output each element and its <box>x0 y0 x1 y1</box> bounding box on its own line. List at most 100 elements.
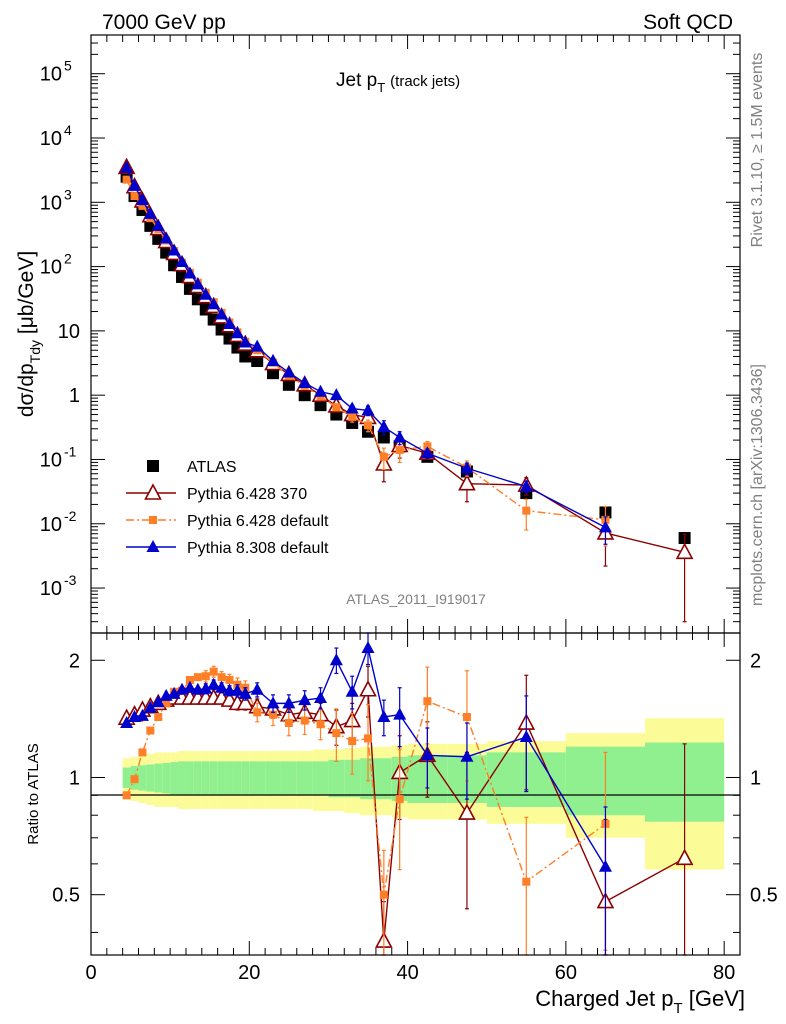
x-tick-label: 80 <box>713 962 735 984</box>
data-point <box>282 365 296 378</box>
data-point <box>316 720 325 729</box>
x-axis-label: Charged Jet pT [GeV] <box>535 986 745 1017</box>
data-point <box>120 160 134 173</box>
data-point <box>522 506 531 515</box>
data-point <box>199 287 213 300</box>
y-tick-label: 10 <box>40 449 62 471</box>
ratio-y-tick-label: 1 <box>750 767 761 789</box>
data-point <box>143 206 157 219</box>
data-point <box>183 680 197 693</box>
data-point <box>138 201 147 210</box>
header-left: 7000 GeV pp <box>102 11 226 34</box>
mcplots-label: mcplots.cern.ch [arXiv:1306.3436] <box>749 364 766 606</box>
y-tick-label: 10 <box>40 514 62 536</box>
data-point <box>345 401 359 414</box>
x-axis-ticks: 0 20 40 60 80 <box>85 35 735 984</box>
data-point <box>207 297 221 310</box>
data-point <box>269 710 278 719</box>
data-point <box>144 483 162 500</box>
data-point <box>519 479 533 492</box>
ratio-y-tick-label: 0.5 <box>52 885 80 907</box>
analysis-id: ATLAS_2011_I919017 <box>346 591 486 607</box>
data-point <box>135 193 149 206</box>
ratio-series <box>117 632 694 956</box>
data-point <box>223 316 237 329</box>
data-point <box>201 672 210 681</box>
plot-title-main: Jet p <box>336 70 377 91</box>
y-tick-label: 10 <box>40 128 62 150</box>
data-point <box>185 675 194 684</box>
data-point <box>458 474 476 491</box>
y-tick-label-exponent: 3 <box>64 186 72 202</box>
uncertainty-bands <box>122 718 725 870</box>
data-point <box>282 378 295 391</box>
data-point <box>348 412 357 421</box>
data-point <box>225 675 234 684</box>
data-point <box>359 680 377 697</box>
header-right: Soft QCD <box>643 11 733 34</box>
data-point <box>146 540 160 552</box>
x-tick-label: 60 <box>555 962 577 984</box>
data-point <box>239 350 252 363</box>
data-point <box>175 254 189 267</box>
data-point <box>462 712 471 721</box>
data-point <box>154 712 163 721</box>
data-point <box>149 516 157 524</box>
y-tick-label: 1 <box>69 385 80 407</box>
inner-band <box>312 761 329 796</box>
data-point <box>364 734 373 743</box>
data-point <box>147 460 159 472</box>
data-point <box>329 653 343 666</box>
y-tick-label: 10 <box>40 64 62 86</box>
data-point <box>199 681 213 694</box>
inner-band <box>178 761 186 796</box>
inner-band <box>217 761 226 796</box>
data-point <box>215 307 229 320</box>
data-point <box>130 192 139 201</box>
data-point <box>193 673 202 682</box>
data-point <box>251 355 264 368</box>
data-point <box>230 326 244 339</box>
data-point <box>314 399 327 412</box>
data-point <box>377 419 391 432</box>
inner-band <box>138 765 147 791</box>
data-point <box>522 877 531 886</box>
data-point <box>215 680 229 693</box>
data-point <box>332 729 341 738</box>
inner-band <box>233 761 242 796</box>
y-tick-label: 10 <box>40 578 62 600</box>
series-pythia-8-308-default <box>120 160 612 545</box>
data-point <box>138 748 147 757</box>
main-series <box>117 157 694 623</box>
data-point <box>598 859 612 872</box>
ratio-y-tick-label: 1 <box>69 767 80 789</box>
data-point <box>135 708 149 721</box>
ratio-y-label: Ratio to ATLAS <box>25 743 42 844</box>
data-point <box>167 243 181 256</box>
data-point <box>250 682 264 695</box>
data-point <box>122 791 131 800</box>
data-point <box>598 520 612 533</box>
data-point <box>675 848 694 866</box>
data-point <box>423 697 432 706</box>
data-point <box>238 686 252 699</box>
legend-label: Pythia 6.428 370 <box>187 486 307 503</box>
ratio-y-tick-label: 2 <box>69 650 80 672</box>
data-point <box>167 686 181 699</box>
legend: ATLAS Pythia 6.428 370 Pythia 6.428 defaul… <box>126 459 329 557</box>
data-point <box>329 388 343 401</box>
data-point <box>361 641 375 654</box>
data-point <box>361 403 375 416</box>
data-point <box>393 707 407 720</box>
y-tick-label: 10 <box>40 192 62 214</box>
inner-band <box>185 761 194 796</box>
inner-band <box>193 761 202 796</box>
y-tick-label-exponent: 5 <box>64 58 72 74</box>
data-point <box>266 696 280 709</box>
inner-band <box>225 761 234 796</box>
x-tick-label: 20 <box>238 962 260 984</box>
data-point <box>146 726 155 735</box>
inner-band <box>328 759 345 798</box>
inner-band <box>296 761 313 796</box>
